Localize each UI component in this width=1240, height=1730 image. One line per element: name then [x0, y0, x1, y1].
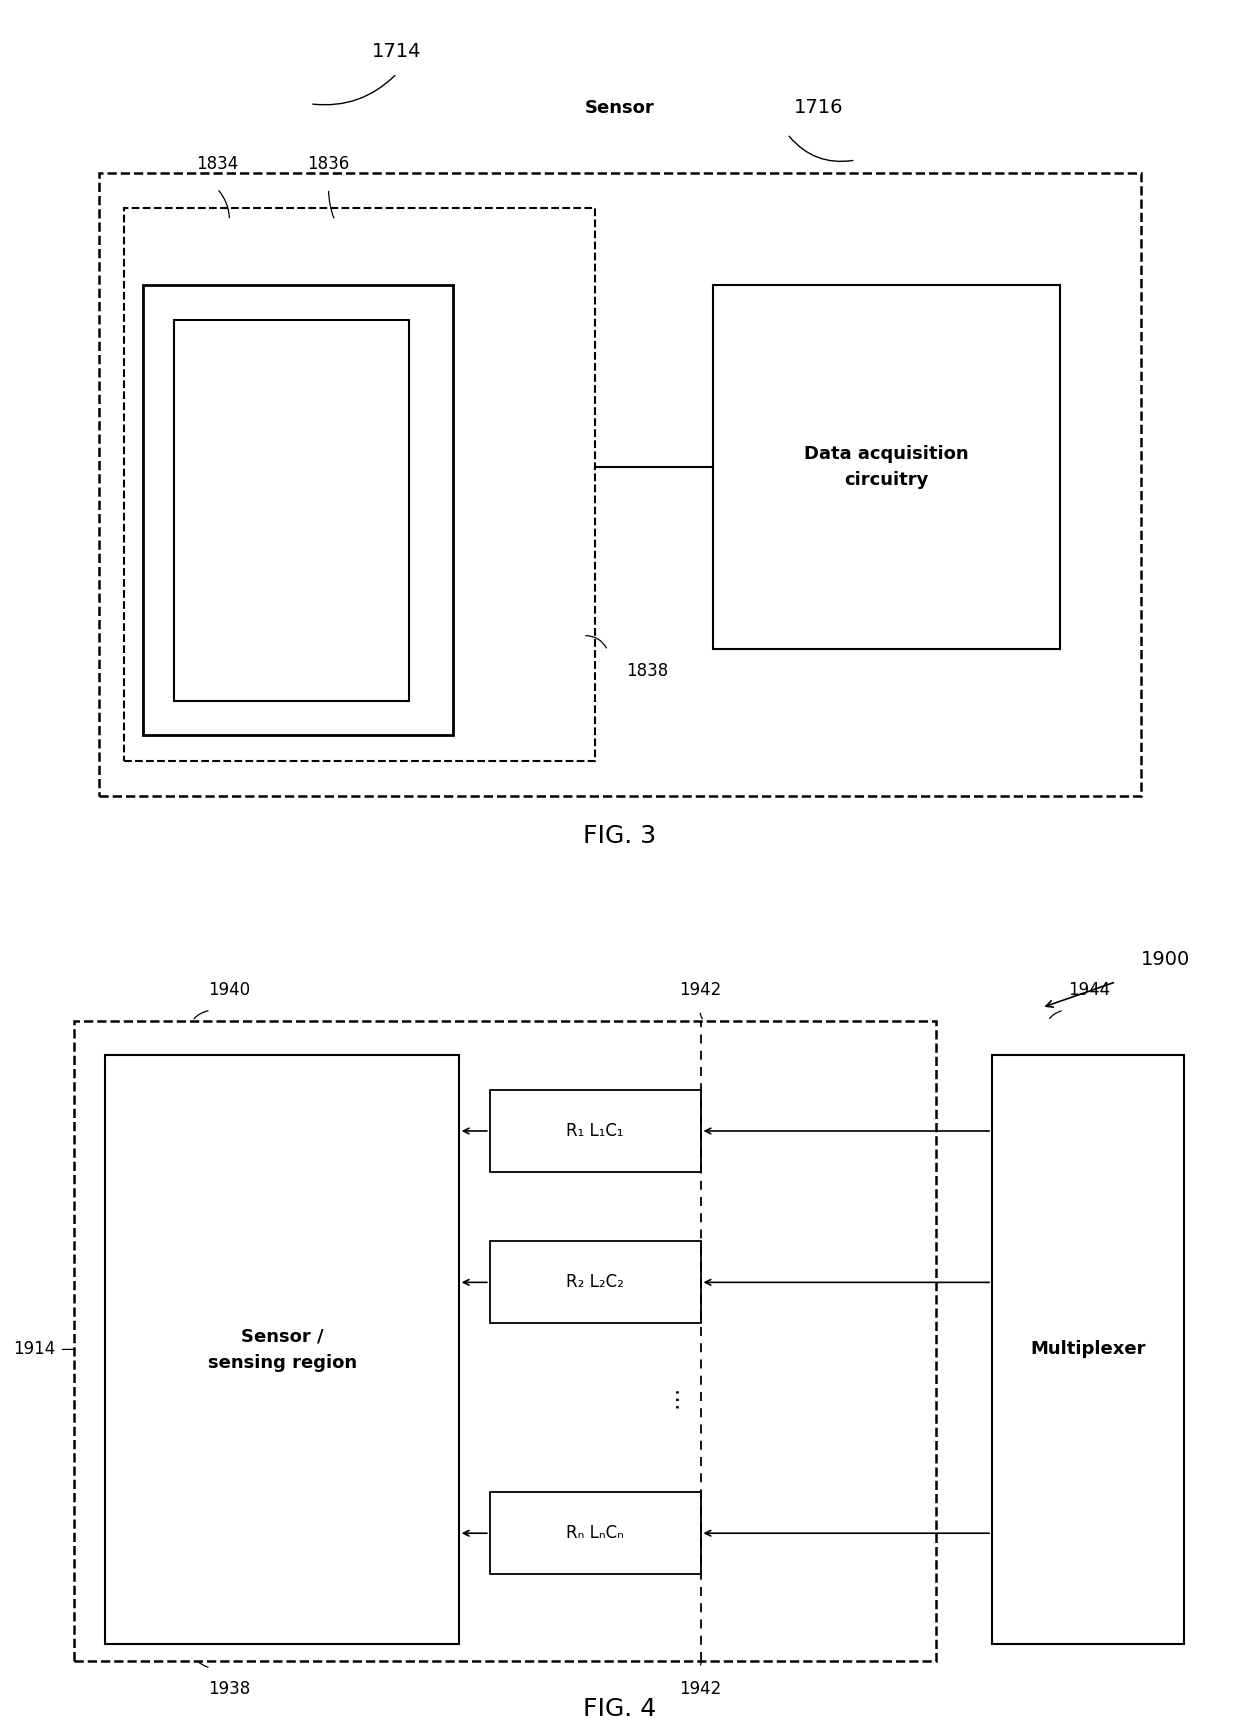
Text: 1836: 1836 — [308, 156, 350, 173]
Text: R₁ L₁C₁: R₁ L₁C₁ — [567, 1123, 624, 1140]
Text: FIG. 3: FIG. 3 — [584, 823, 656, 848]
Bar — [490, 1090, 701, 1173]
Text: 1714: 1714 — [372, 42, 422, 61]
Text: 1944: 1944 — [1068, 981, 1110, 1000]
Text: R₂ L₂C₂: R₂ L₂C₂ — [567, 1273, 624, 1291]
Bar — [174, 320, 409, 701]
Bar — [992, 1055, 1184, 1644]
Text: 1942: 1942 — [680, 981, 722, 1000]
Text: 1900: 1900 — [1141, 950, 1190, 969]
Text: Data acquisition
circuitry: Data acquisition circuitry — [805, 445, 968, 490]
Bar — [143, 285, 453, 735]
Text: Multiplexer: Multiplexer — [1030, 1341, 1146, 1358]
Text: 1942: 1942 — [680, 1680, 722, 1697]
Bar — [490, 1491, 701, 1574]
Bar — [490, 1242, 701, 1323]
Bar — [99, 173, 1141, 796]
Text: Rₙ LₙCₙ: Rₙ LₙCₙ — [567, 1524, 624, 1541]
Text: 1940: 1940 — [208, 981, 250, 1000]
Bar — [105, 1055, 459, 1644]
Text: 1938: 1938 — [208, 1680, 250, 1697]
Text: 1716: 1716 — [794, 99, 843, 118]
Text: FIG. 4: FIG. 4 — [583, 1697, 657, 1721]
Text: ⋯: ⋯ — [666, 1386, 686, 1408]
Bar — [713, 285, 1060, 649]
Text: Sensor: Sensor — [585, 99, 655, 118]
Text: 1914: 1914 — [14, 1341, 56, 1358]
Text: 1834: 1834 — [196, 156, 238, 173]
Bar — [124, 208, 595, 761]
Text: Sensor /
sensing region: Sensor / sensing region — [207, 1327, 357, 1372]
Bar — [74, 1021, 936, 1661]
Text: 1838: 1838 — [626, 661, 668, 680]
